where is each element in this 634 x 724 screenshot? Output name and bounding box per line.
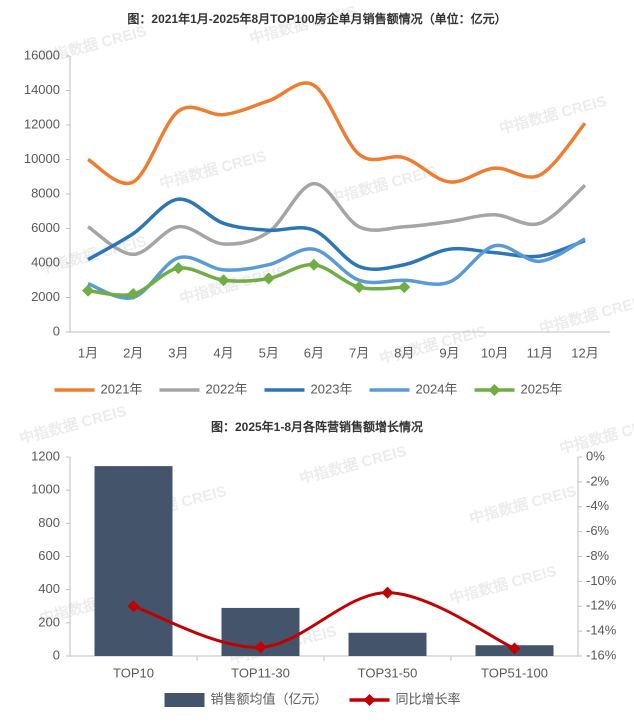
x-tick-label: TOP51-100 bbox=[481, 665, 548, 680]
legend-label: 销售额均值（亿元） bbox=[211, 691, 328, 706]
marker bbox=[262, 272, 275, 285]
legend-label: 2024年 bbox=[416, 381, 458, 396]
x-tick-label: 4月 bbox=[213, 345, 233, 360]
y2-tick-label: 0% bbox=[586, 448, 605, 463]
y2-tick-label: -2% bbox=[586, 473, 610, 488]
x-tick-label: 11月 bbox=[527, 345, 554, 360]
x-tick-label: 2月 bbox=[123, 345, 143, 360]
y-tick-label: 2000 bbox=[31, 289, 60, 304]
watermark: 中指数据 CREIS bbox=[17, 402, 128, 448]
legend-label: 2022年 bbox=[206, 381, 248, 396]
y-tick-label: 400 bbox=[38, 581, 60, 596]
y-tick-label: 6000 bbox=[31, 220, 60, 235]
legend-marker bbox=[363, 694, 376, 706]
y-tick-label: 600 bbox=[38, 548, 60, 563]
marker bbox=[172, 262, 185, 275]
y-tick-label: 12000 bbox=[24, 116, 60, 131]
bar bbox=[348, 632, 427, 656]
x-tick-label: 5月 bbox=[259, 345, 279, 360]
y-tick-label: 14000 bbox=[24, 82, 60, 97]
line bbox=[133, 591, 516, 650]
y2-tick-label: -14% bbox=[586, 623, 617, 638]
watermark: 中指数据 CREIS bbox=[447, 562, 558, 608]
marker bbox=[353, 281, 366, 294]
y2-tick-label: -4% bbox=[586, 498, 610, 513]
y-tick-label: 4000 bbox=[31, 254, 60, 269]
legend-marker bbox=[488, 384, 501, 396]
marker bbox=[307, 258, 320, 271]
marker bbox=[508, 642, 521, 655]
x-tick-label: TOP31-50 bbox=[358, 665, 418, 680]
y-tick-label: 10000 bbox=[24, 151, 60, 166]
x-tick-label: TOP10 bbox=[113, 665, 154, 680]
x-tick-label: TOP11-30 bbox=[231, 665, 290, 680]
marker bbox=[127, 288, 140, 301]
y-tick-label: 0 bbox=[53, 647, 60, 662]
line bbox=[87, 237, 586, 300]
x-tick-label: 10月 bbox=[481, 345, 508, 360]
y2-tick-label: -16% bbox=[586, 647, 617, 662]
x-tick-label: 3月 bbox=[168, 345, 188, 360]
marker bbox=[381, 586, 394, 599]
marker bbox=[254, 641, 267, 654]
line bbox=[87, 81, 587, 186]
x-tick-label: 7月 bbox=[349, 345, 369, 360]
y2-tick-label: -6% bbox=[586, 523, 610, 538]
bar bbox=[94, 466, 173, 656]
legend-swatch bbox=[164, 693, 205, 707]
watermark: 中指数据 CREIS bbox=[537, 292, 634, 338]
marker bbox=[398, 281, 411, 294]
x-tick-label: 1月 bbox=[78, 345, 98, 360]
watermark: 中指数据 CREIS bbox=[157, 147, 268, 193]
marker bbox=[127, 600, 140, 613]
watermark: 中指数据 CREIS bbox=[497, 92, 608, 138]
legend-label: 2023年 bbox=[311, 381, 353, 396]
marker bbox=[217, 274, 230, 287]
y-tick-label: 1200 bbox=[31, 448, 60, 463]
y2-tick-label: -12% bbox=[586, 598, 617, 613]
watermark: 中指数据 CREIS bbox=[467, 482, 578, 528]
legend-label: 同比增长率 bbox=[396, 691, 461, 706]
y-tick-label: 200 bbox=[38, 614, 60, 629]
x-tick-label: 12月 bbox=[571, 345, 598, 360]
legend-label: 2025年 bbox=[521, 381, 563, 396]
x-tick-label: 9月 bbox=[439, 345, 459, 360]
x-tick-label: 8月 bbox=[394, 345, 414, 360]
y-tick-label: 16000 bbox=[24, 47, 60, 62]
chart-title: 图：2025年1-8月各阵营销售额增长情况 bbox=[211, 419, 423, 434]
y2-tick-label: -10% bbox=[586, 573, 617, 588]
line bbox=[87, 181, 587, 257]
legend-label: 2021年 bbox=[101, 381, 143, 396]
chart-title: 图：2021年1月-2025年8月TOP100房企单月销售额情况（单位：亿元） bbox=[127, 11, 506, 26]
y2-tick-label: -8% bbox=[586, 548, 610, 563]
line bbox=[87, 197, 586, 271]
x-tick-label: 6月 bbox=[304, 345, 324, 360]
y-tick-label: 0 bbox=[53, 323, 60, 338]
y-tick-label: 800 bbox=[38, 515, 60, 530]
watermark: 中指数据 CREIS bbox=[297, 442, 408, 488]
marker bbox=[82, 284, 94, 297]
y-tick-label: 1000 bbox=[31, 482, 60, 497]
y-tick-label: 8000 bbox=[31, 185, 60, 200]
